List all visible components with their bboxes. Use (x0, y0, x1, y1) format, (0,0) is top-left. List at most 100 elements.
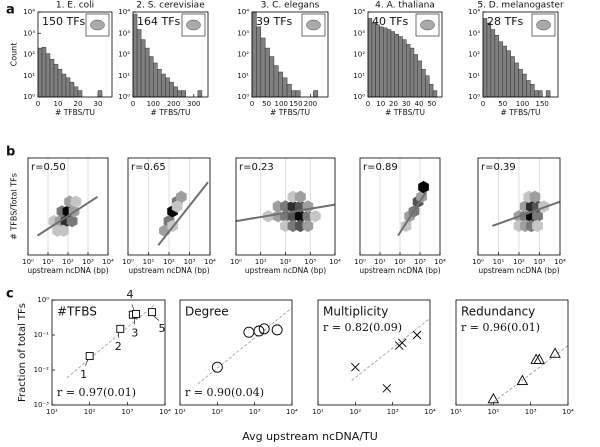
panel-title: #TFBS (57, 305, 97, 319)
bar (61, 73, 67, 98)
bar (264, 47, 270, 98)
y-tick-label: 10⁴ (23, 8, 35, 16)
x-tick-label: 200 (304, 100, 317, 108)
bar (510, 56, 515, 98)
x-tick-label: 50 (427, 100, 436, 108)
hex-cell (58, 224, 69, 237)
y-tick-label: 10² (118, 51, 130, 59)
y-tick-label: 10⁰ (353, 93, 365, 101)
bar (157, 69, 162, 98)
x-tick-label: 10⁰ (122, 258, 134, 266)
axes-frame (359, 157, 441, 256)
icon-shape (420, 19, 435, 31)
bar (97, 90, 103, 98)
bar (538, 90, 543, 98)
x-tick-label: 10⁰ (472, 258, 484, 266)
bar (425, 75, 430, 98)
bar (77, 90, 83, 98)
hex-cell (70, 195, 82, 208)
bar (165, 77, 170, 98)
bar (502, 45, 507, 98)
bar (522, 73, 527, 98)
x-tick-label: 10³ (387, 408, 399, 416)
x-tick-label: 10² (513, 258, 525, 266)
x-tick-label: 10³ (184, 258, 196, 266)
y-tick-label: 10² (237, 51, 249, 59)
hex-cell (302, 200, 314, 213)
x-axis-label: upstream ncDNA (bp) (478, 266, 559, 275)
fit-line (235, 203, 336, 223)
point-label: 2 (115, 340, 122, 353)
x-axis-label: upstream ncDNA (bp) (128, 266, 209, 275)
x-axis-label: upstream ncDNA (bp) (245, 266, 326, 275)
y-tick-label: 10¹ (353, 72, 365, 80)
point (397, 338, 407, 348)
y-tick-label: 10⁻² (34, 366, 50, 374)
x-tick-label: 10⁴ (329, 258, 341, 266)
y-tick-label: 10⁴ (468, 8, 480, 16)
axes-frame (235, 157, 336, 256)
hex-cell (532, 219, 543, 233)
x-tick-label: 150 (536, 100, 549, 108)
bar (390, 31, 396, 98)
bar (148, 56, 154, 98)
x-tick-label: 10¹ (255, 258, 267, 266)
x-axis-label: # TFBS/TU (151, 108, 191, 117)
bar (256, 26, 262, 98)
bar (530, 83, 535, 98)
bar (161, 73, 166, 98)
axes-frame (367, 11, 443, 98)
point-label: 3 (131, 327, 138, 340)
point (271, 324, 283, 336)
axes-frame (51, 299, 166, 406)
fit-line (197, 307, 293, 385)
y-tick-label: 10⁴ (353, 8, 365, 16)
bar (181, 90, 186, 98)
bar (406, 44, 411, 98)
bar (394, 33, 399, 98)
x-tick-label: 10⁰ (230, 258, 242, 266)
correlation: r = 0.82(0.09) (323, 321, 402, 334)
bar (409, 47, 415, 98)
bar (69, 81, 75, 98)
bar (421, 69, 426, 98)
point (243, 326, 255, 338)
fit-line (489, 345, 569, 406)
y-tick-label: 10¹ (237, 72, 249, 80)
point (211, 361, 223, 373)
bar (402, 39, 407, 98)
point (549, 347, 561, 358)
bar (526, 80, 531, 98)
x-tick-label: 30 (94, 100, 103, 108)
x-axis-label: upstream ncDNA (bp) (27, 266, 108, 275)
x-tick-label: 10² (62, 258, 74, 266)
x-axis-label: # TFBS/TU (501, 108, 541, 117)
bar (173, 86, 178, 98)
bar (153, 62, 158, 98)
point (116, 324, 125, 333)
fit-line (66, 305, 154, 379)
bar (313, 90, 319, 98)
point-label: 4 (127, 288, 134, 301)
bar (383, 27, 388, 98)
bar (398, 36, 403, 98)
x-tick-label: 10 (376, 100, 385, 108)
x-tick-label: 10⁴ (102, 258, 114, 266)
axes-frame (317, 299, 431, 406)
axes-frame (132, 11, 209, 98)
panel-title: Redundancy (461, 305, 535, 319)
fit-line (157, 181, 209, 246)
icon-shape (90, 19, 105, 31)
x-axis-label: Avg upstream ncDNA/TU (242, 430, 378, 443)
x-tick-label: 20 (389, 100, 398, 108)
point (487, 392, 500, 404)
fit-line (397, 191, 427, 237)
x-tick-label: 10⁴ (562, 408, 574, 416)
y-tick-label: 10⁰ (468, 93, 480, 101)
bar (37, 47, 43, 98)
bar (260, 37, 266, 98)
panel-letter: a (6, 3, 15, 18)
x-tick-label: 10¹ (174, 408, 186, 416)
point (85, 352, 94, 361)
